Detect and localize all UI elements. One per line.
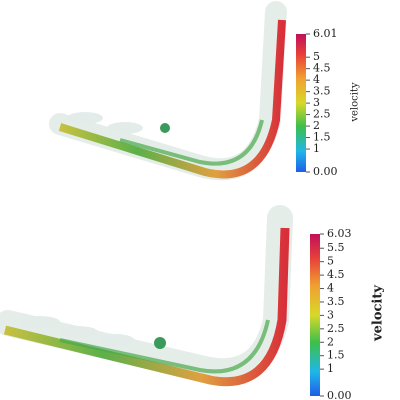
- simulation-bottom: [0, 205, 293, 387]
- tick-label: 4.5: [327, 268, 345, 281]
- tick-label: 1.5: [327, 349, 345, 362]
- tick-label: 4.5: [313, 62, 331, 75]
- tick-label: 1: [313, 142, 320, 155]
- tick-label: 5: [313, 50, 320, 63]
- tick-label: 2.5: [327, 322, 345, 335]
- colorbar: [310, 234, 320, 396]
- tick-label: 5.5: [327, 241, 345, 254]
- tick-label: 6.03: [327, 227, 352, 240]
- tick-label: 1.5: [313, 131, 331, 144]
- tick-label: 3.5: [313, 85, 331, 98]
- colorbar-label: velocity: [371, 285, 386, 342]
- simulation-top: [49, 1, 287, 181]
- tick-label: 2.5: [313, 108, 331, 121]
- tick-label: 1: [327, 362, 334, 375]
- tick-label: 2: [327, 335, 334, 348]
- tick-label: 0.00: [327, 389, 352, 400]
- tick-label: 6.01: [313, 27, 338, 40]
- tick-label: 3: [313, 96, 320, 109]
- tick-label: 2: [313, 119, 320, 132]
- tick-label: 3.5: [327, 295, 345, 308]
- tick-label: 0.00: [313, 165, 338, 178]
- colorbar-label: velocity: [350, 82, 361, 123]
- tick-label: 4: [313, 73, 320, 86]
- tick-label: 5: [327, 255, 334, 268]
- tick-label: 4: [327, 282, 334, 295]
- tick-label: 3: [327, 308, 334, 321]
- colorbar: [296, 34, 306, 172]
